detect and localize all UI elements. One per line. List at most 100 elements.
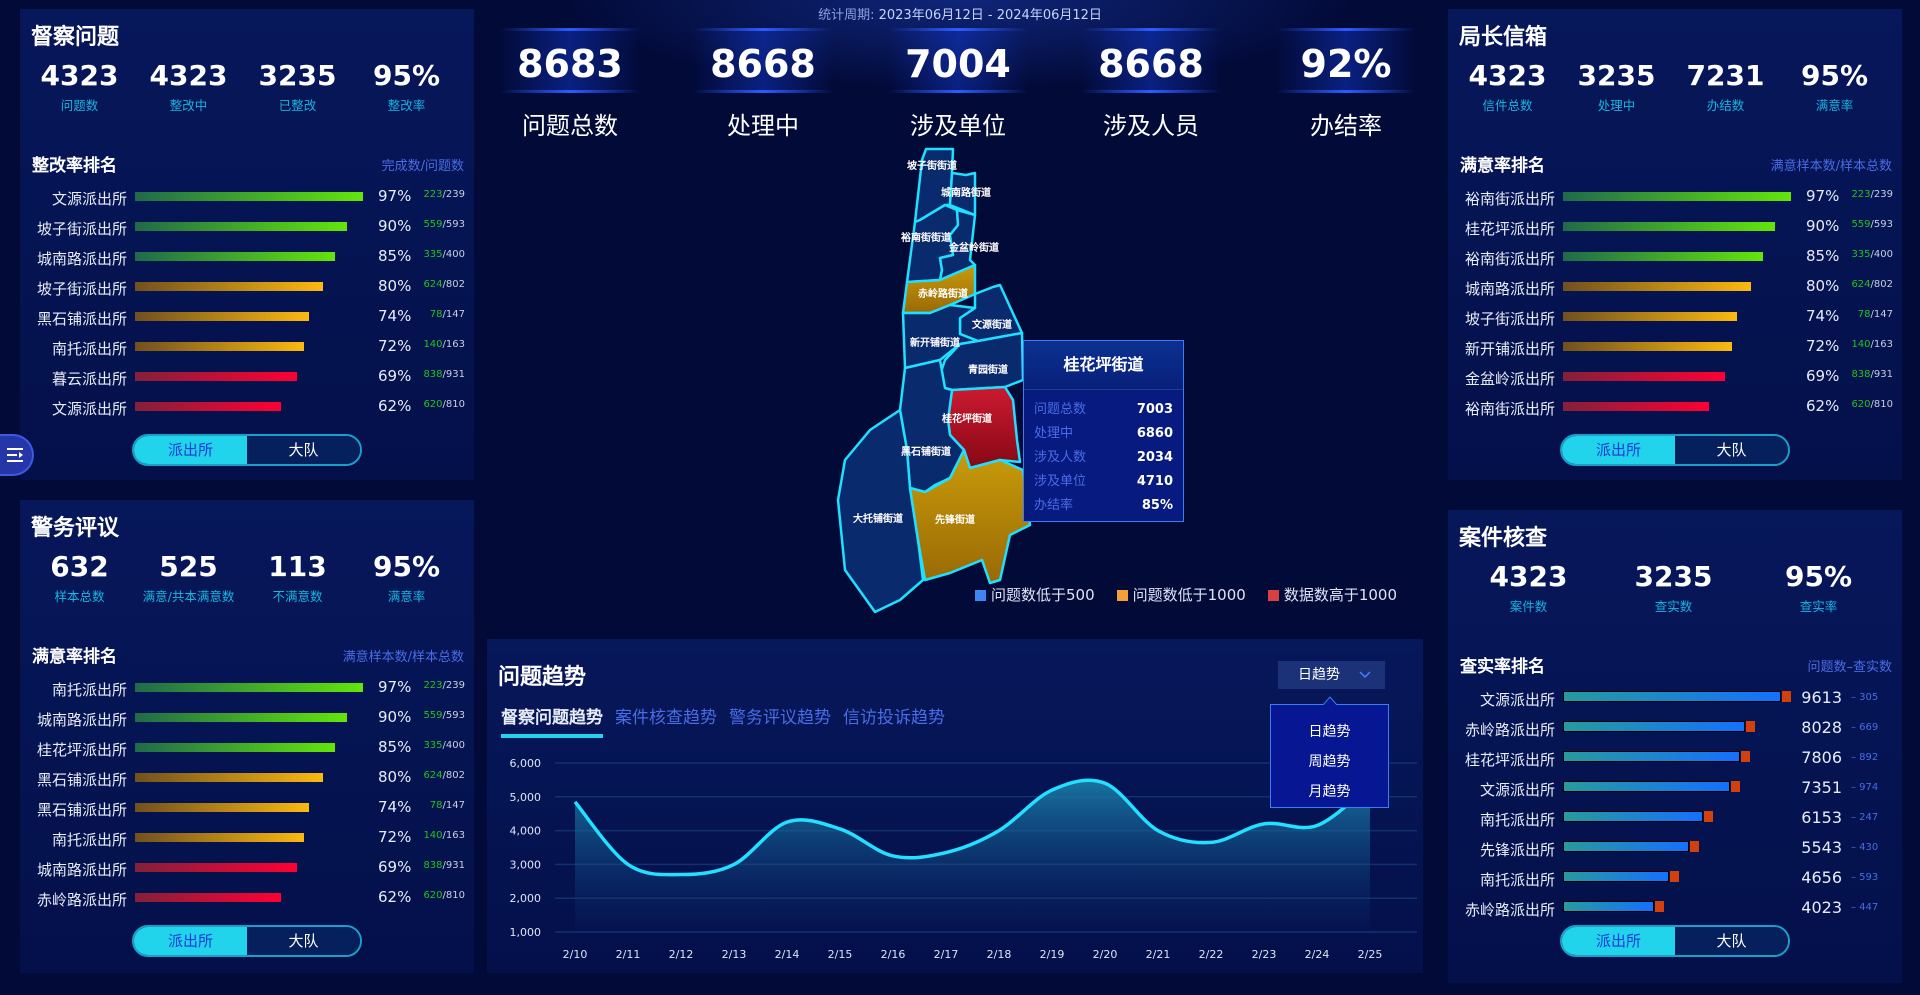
row-bar [1563,841,1689,852]
row-percent: 72% [378,828,412,846]
row-total: /239 [442,189,465,200]
toggle-station[interactable]: 派出所 [134,927,247,955]
ranking-title: 满意率排名 [32,647,117,667]
row-total: /810 [442,890,465,901]
row-percent: 85% [1806,247,1840,265]
tooltip-key: 涉及人数 [1034,450,1087,465]
menu-icon [7,448,23,462]
row-name: 新开铺派出所 [1464,340,1555,358]
map-region[interactable] [908,448,1032,585]
ranking-row: 黑石铺派出所 74% 78/147 [20,797,474,827]
map-region-label: 金盆岭街道 [948,241,999,254]
row-name: 赤岭路派出所 [1464,721,1555,739]
x-tick-label: 2/16 [881,948,906,961]
map-region-label: 青园街道 [968,363,1008,376]
row-percent: 90% [378,708,412,726]
stat-value: 4323 [1468,59,1547,92]
menu-button[interactable] [0,434,34,476]
map-region[interactable] [938,208,977,282]
row-bar [135,282,324,291]
kpi-band-bottom [1081,90,1221,93]
kpi-glow [1276,31,1416,91]
stat-value: 4323 [40,59,119,92]
map-region[interactable] [836,408,925,614]
dropdown-option[interactable]: 日趋势 [1308,724,1351,740]
toggle-brigade[interactable]: 大队 [247,436,360,464]
row-count: 335/400 [423,740,465,751]
row-done: 223 [423,680,443,691]
row-bar [135,342,305,351]
toggle-brigade[interactable]: 大队 [247,927,360,955]
kpi-value: 8668 [710,42,816,86]
ranking-row: 裕南街派出所 85% 335/400 [1448,246,1902,276]
row-total: /593 [1870,219,1893,230]
row-bar-diff [1782,691,1791,702]
toggle-station[interactable]: 派出所 [134,436,247,464]
row-bar [1563,751,1741,762]
row-bar [135,773,324,782]
tab-1[interactable]: 案件核查趋势 [615,708,717,728]
stat-item: 632 样本总数 [25,550,134,605]
stat-value: 632 [50,550,109,583]
row-name: 文源派出所 [51,190,127,208]
trend-tabs: 督察问题趋势 案件核查趋势 警务评议趋势 信访投诉趋势 [501,703,945,738]
legend-item[interactable]: 问题数低于1000 [1116,584,1246,605]
stat-period: 统计周期: 2023年06月12日 - 2024年06月12日 [818,8,1102,23]
kpi-glow [693,31,833,91]
trend-period-dropdown[interactable]: 日趋势 [1278,661,1385,689]
row-bar [1563,312,1737,321]
row-bar [135,893,281,902]
ranking-row: 桂花坪派出所 90% 559/593 [1448,216,1902,246]
row-bar [1563,282,1752,291]
ranking-row: 桂花坪派出所 7806 – 892 [1448,747,1902,777]
supervision-panel: 督察问题 4323 问题数 4323 整改中 3235 已整改 95% 整改率 整改率排名 完成数/… [20,9,474,480]
stats-row: 4323 信件总数 3235 处理中 7231 办结数 95% 满意率 [1453,59,1889,114]
row-name: 裕南街派出所 [1464,400,1555,418]
ranking-row: 裕南街派出所 62% 620/810 [1448,396,1902,426]
toggle-brigade[interactable]: 大队 [1675,436,1788,464]
map-region[interactable] [948,171,977,217]
x-tick-label: 2/21 [1146,948,1171,961]
row-count: 78/147 [430,309,465,320]
tab-0[interactable]: 督察问题趋势 [501,703,603,738]
map-region-label: 坡子街街道 [907,159,957,172]
ranking-row: 黑石铺派出所 74% 78/147 [20,306,474,336]
row-done: 335 [423,740,443,751]
row-value: 6153 [1801,808,1842,827]
row-name: 裕南街派出所 [1464,190,1555,208]
toggle-brigade[interactable]: 大队 [1675,927,1788,955]
view-toggle: 派出所 大队 [1560,925,1790,957]
row-percent: 80% [378,277,412,295]
legend-item[interactable]: 数据数高于1000 [1267,584,1398,605]
stat-item: 95% 查实率 [1746,560,1891,615]
row-bar [135,372,298,381]
map-tooltip: 桂花坪街道 问题总数 7003 处理中 6860 涉及人数 2034 涉及单位 4710 办结率… [1023,340,1184,522]
row-bar-diff [1746,721,1756,732]
row-count: 335/400 [1851,249,1893,260]
toggle-station[interactable]: 派出所 [1562,927,1675,955]
dropdown-option[interactable]: 周趋势 [1308,754,1351,770]
ranking-list: 裕南街派出所 97% 223/239 桂花坪派出所 90% 559/593 裕南街派出所 85… [1448,186,1902,426]
legend-label: 问题数低于500 [991,586,1095,604]
row-value: 4023 [1801,898,1842,917]
dropdown-option[interactable]: 月趋势 [1308,784,1351,800]
tab-3[interactable]: 信访投诉趋势 [843,708,945,728]
panel-title: 案件核查 [1459,526,1548,551]
row-done: 140 [423,830,443,841]
trend-panel: 问题趋势 督察问题趋势 案件核查趋势 警务评议趋势 信访投诉趋势 1,000 2,000… [487,639,1423,973]
tooltip-value: 2034 [1136,450,1173,465]
tab-2[interactable]: 警务评议趋势 [729,708,831,728]
ranking-row: 南托派出所 4656 – 593 [1448,867,1902,897]
tooltip-value: 85% [1141,498,1173,513]
legend-label: 数据数高于1000 [1283,586,1398,604]
stat-value: 3235 [258,59,337,92]
row-percent: 85% [378,738,412,756]
tooltip-row: 问题总数 7003 [1024,398,1183,422]
stat-item: 95% 满意率 [1780,59,1889,114]
tooltip-value: 6860 [1136,426,1173,441]
toggle-station[interactable]: 派出所 [1562,436,1675,464]
row-count: 838/931 [423,860,465,871]
legend-item[interactable]: 问题数低于500 [975,584,1095,605]
row-total: /239 [1870,189,1893,200]
stat-value: 95% [372,59,441,92]
